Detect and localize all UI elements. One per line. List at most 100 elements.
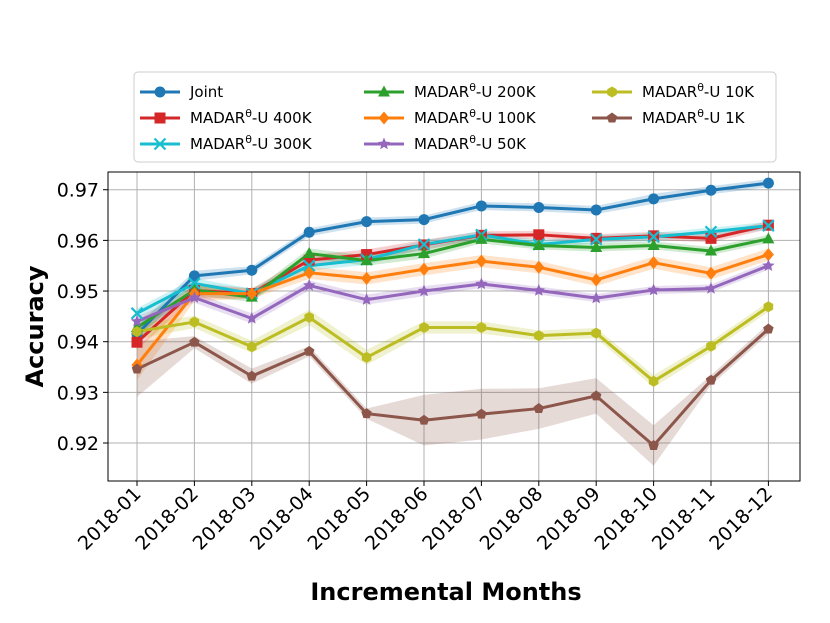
point-madar-u-100k	[705, 266, 717, 280]
y-tick-label: 0.96	[57, 230, 99, 252]
legend-label-madar-u-200k: MADARθ-U 200K	[414, 81, 537, 101]
legend-marker-madar-u-400k	[154, 112, 166, 124]
y-tick-label: 0.93	[57, 382, 99, 404]
y-tick-label: 0.95	[57, 281, 99, 303]
legend-label-madar-u-400k: MADARθ-U 400K	[190, 107, 313, 127]
y-axis-ticks: 0.92 0.93 0.94 0.95 0.96 0.97	[57, 180, 108, 455]
point-madar-u-50k	[417, 284, 431, 297]
legend-label-madar-u-10k: MADARθ-U 10K	[642, 81, 755, 101]
point-madar-u-50k	[360, 293, 373, 305]
point-madar-u-50k	[704, 282, 718, 294]
line-madar-u-10k	[136, 305, 770, 383]
point-madar-u-300k	[130, 307, 144, 320]
point-madar-u-400k	[303, 254, 315, 266]
point-madar-u-200k	[762, 232, 775, 244]
point-madar-u-10k	[648, 375, 659, 387]
point-madar-u-1k	[648, 440, 659, 450]
point-madar-u-300k	[302, 259, 316, 272]
line-madar-u-100k	[135, 253, 769, 366]
legend-label-madar-u-100k: MADARθ-U 100K	[414, 107, 537, 127]
point-madar-u-50k	[245, 311, 258, 324]
band-madar-u-100k	[137, 248, 769, 381]
point-madar-u-100k	[361, 271, 373, 285]
point-madar-u-100k	[590, 273, 602, 287]
point-madar-u-1k	[131, 363, 143, 374]
legend-marker-madar-u-10k	[607, 86, 617, 98]
y-tick-label: 0.97	[57, 180, 99, 202]
point-joint	[361, 216, 373, 228]
point-madar-u-200k	[647, 238, 660, 250]
line-madar-u-50k	[136, 264, 769, 323]
legend-marker-madar-u-1k	[606, 112, 618, 123]
point-madar-u-10k	[706, 340, 716, 352]
point-madar-u-10k	[304, 311, 314, 323]
point-joint	[533, 201, 545, 213]
point-madar-u-100k	[303, 266, 315, 280]
point-madar-u-400k	[705, 232, 717, 244]
point-madar-u-1k	[533, 403, 545, 414]
point-madar-u-100k	[762, 248, 774, 262]
point-madar-u-10k	[763, 301, 774, 313]
point-joint	[475, 200, 487, 212]
point-madar-u-10k	[534, 330, 544, 342]
legend-label-madar-u-1k: MADARθ-U 1K	[642, 107, 746, 127]
point-madar-u-100k	[648, 256, 660, 270]
point-madar-u-50k	[303, 278, 316, 291]
y-tick-label: 0.92	[57, 433, 99, 455]
point-joint	[590, 204, 602, 216]
point-madar-u-200k	[705, 244, 717, 256]
point-madar-u-100k	[246, 287, 258, 301]
point-madar-u-50k	[130, 314, 144, 327]
point-madar-u-1k	[246, 370, 258, 381]
point-madar-u-1k	[590, 390, 602, 401]
series-markers	[130, 177, 775, 450]
point-madar-u-200k	[418, 247, 430, 259]
legend-marker-madar-u-100k	[378, 111, 390, 125]
point-joint	[188, 270, 200, 282]
point-madar-u-100k	[475, 254, 487, 268]
legend-marker-madar-u-50k	[377, 137, 391, 150]
line-madar-u-1k	[136, 327, 770, 448]
point-joint	[648, 193, 660, 205]
point-madar-u-10k	[361, 351, 372, 363]
legend: Joint MADARθ-U 400K MADARθ-U 300K MADARθ-U …	[133, 71, 777, 163]
point-madar-u-100k	[418, 262, 430, 276]
legend-marker-madar-u-300k	[153, 137, 167, 151]
point-madar-u-50k	[590, 291, 603, 304]
point-madar-u-300k	[188, 277, 201, 290]
point-madar-u-50k	[188, 291, 201, 303]
point-madar-u-1k	[763, 323, 774, 334]
point-madar-u-10k	[591, 327, 601, 339]
point-madar-u-50k	[762, 259, 775, 271]
legend-label-madar-u-300k: MADARθ-U 300K	[190, 133, 313, 153]
point-madar-u-50k	[532, 284, 545, 296]
band-madar-u-50k	[137, 261, 769, 327]
legend-label-madar-u-50k: MADARθ-U 50K	[414, 133, 527, 153]
point-joint	[246, 264, 258, 276]
point-madar-u-10k	[132, 326, 142, 338]
legend-marker-joint	[154, 86, 166, 98]
line-madar-u-200k	[136, 237, 769, 329]
point-madar-u-10k	[189, 316, 200, 328]
point-madar-u-1k	[418, 414, 430, 425]
point-joint	[705, 184, 717, 196]
y-tick-label: 0.94	[57, 332, 99, 354]
point-madar-u-300k	[762, 219, 775, 232]
point-joint	[303, 226, 315, 238]
x-axis-ticks: 2018-012018-022018-032018-042018-052018-…	[74, 481, 777, 555]
x-tick-label: 2018-12	[705, 483, 777, 555]
point-madar-u-10k	[476, 322, 487, 334]
point-madar-u-200k	[590, 240, 603, 252]
point-madar-u-400k	[131, 336, 143, 348]
point-madar-u-10k	[247, 341, 257, 353]
x-axis-title: Incremental Months	[310, 578, 581, 606]
point-madar-u-200k	[303, 247, 316, 259]
point-madar-u-1k	[303, 345, 315, 356]
point-madar-u-1k	[361, 408, 372, 419]
plot-frame	[107, 171, 801, 482]
point-madar-u-200k	[360, 254, 373, 266]
point-madar-u-200k	[475, 232, 488, 244]
line-joint	[135, 181, 769, 336]
point-madar-u-400k	[533, 229, 545, 241]
